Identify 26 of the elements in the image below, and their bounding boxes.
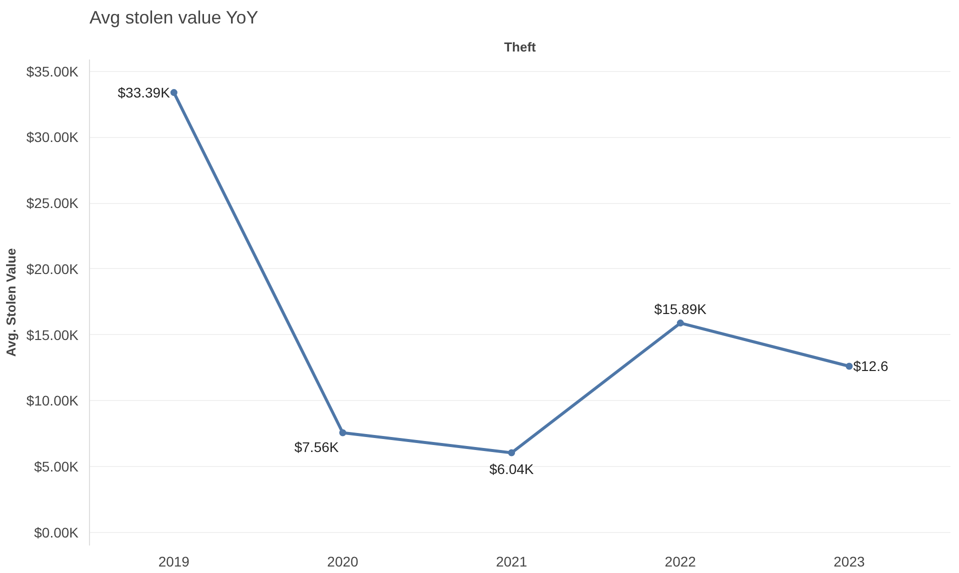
x-tick-label: 2023 xyxy=(834,554,865,570)
point xyxy=(846,362,853,370)
y-tick-label: $25.00K xyxy=(26,195,80,212)
point xyxy=(676,320,684,327)
y-tick-label: $5.00K xyxy=(34,458,80,474)
y-tick-label: $35.00K xyxy=(26,63,80,80)
x-tick-label: 2019 xyxy=(158,554,190,570)
point xyxy=(508,449,516,456)
y-tick-label: $20.00K xyxy=(26,260,80,277)
y-tick-label: $10.00K xyxy=(26,392,80,409)
data-label: $33.39K xyxy=(118,84,171,101)
point xyxy=(339,429,346,436)
y-tick-label: $0.00K xyxy=(34,524,80,540)
data-label: $12.6 xyxy=(853,358,888,374)
chart-subtitle: Theft xyxy=(504,40,537,54)
y-tick-label: $15.00K xyxy=(26,326,80,343)
data-label: $7.56K xyxy=(294,438,340,455)
x-tick-label: 2022 xyxy=(664,554,696,570)
point xyxy=(170,89,178,96)
y-axis-title: Avg. Stolen Value xyxy=(3,248,18,357)
data-label: $15.89K xyxy=(654,301,708,318)
chart-title: Avg stolen value YoY xyxy=(90,8,258,28)
x-tick-label: 2020 xyxy=(327,554,359,570)
data-label: $6.04K xyxy=(489,460,534,477)
y-tick-label: $30.00K xyxy=(26,129,80,146)
x-tick-label: 2021 xyxy=(496,554,528,570)
